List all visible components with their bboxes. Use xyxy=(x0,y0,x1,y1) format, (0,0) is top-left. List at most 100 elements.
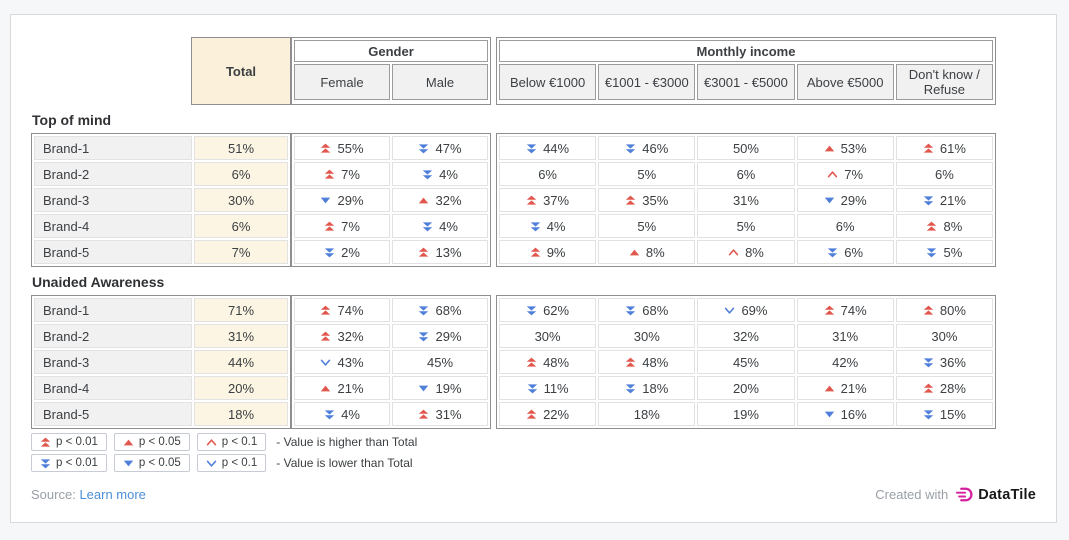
value-cell: 8% xyxy=(598,240,696,264)
legend-item-up2: p < 0.01 xyxy=(31,433,107,451)
value-cell: 46% xyxy=(598,136,696,160)
cell-value: 7% xyxy=(844,166,864,182)
value-cell: 18% xyxy=(598,402,696,426)
cell-content: 21% xyxy=(295,377,389,399)
value-cell: 50% xyxy=(697,136,795,160)
sig-down2-icon xyxy=(40,458,51,468)
value-cell: 21% xyxy=(796,376,894,400)
cell-value: 6% xyxy=(934,166,954,182)
row-label: Brand-2 xyxy=(34,324,192,348)
value-cell: 15% xyxy=(895,402,993,426)
cell-content: 18% xyxy=(599,377,694,399)
gender-values-block: 74% 68% 32% 29% 43% 45% 21% 19% 4% 31% xyxy=(291,295,491,429)
sig-up1-icon xyxy=(824,145,834,151)
cell-value: 21% xyxy=(337,380,364,396)
sig-down2-icon xyxy=(527,383,537,393)
cell-content: 80% xyxy=(897,299,992,321)
cell-content: 5% xyxy=(897,241,992,263)
table-row: 37% 35% 31% 29% 21% xyxy=(499,188,993,212)
value-cell: 9% xyxy=(499,240,597,264)
cell-value: 6% xyxy=(231,218,251,234)
column-header: Female xyxy=(294,64,390,100)
value-cell: 53% xyxy=(796,136,894,160)
legend-item-label: p < 0.05 xyxy=(138,436,181,448)
cell-value: 9% xyxy=(546,244,566,260)
cell-value: 74% xyxy=(337,302,364,318)
table-row: 11% 18% 20% 21% 28% xyxy=(499,376,993,400)
cell-content: 20% xyxy=(698,377,793,399)
cell-content: 4% xyxy=(295,403,389,425)
cell-value: 47% xyxy=(435,140,462,156)
cell-value: 18% xyxy=(633,406,660,422)
table-row: 7% 4% xyxy=(294,162,488,186)
row-label: Brand-1 xyxy=(34,298,192,322)
value-cell: 48% xyxy=(598,350,696,374)
value-cell: 19% xyxy=(697,402,795,426)
income-values-table: 44% 46% 50% 53% 61% 6% 5% 6% 7% 6% 37% 35% 31% 29% 21%… xyxy=(497,134,995,266)
cell-value: 4% xyxy=(546,218,566,234)
cell-value: 21% xyxy=(939,192,966,208)
cell-content: 50% xyxy=(698,137,793,159)
cell-value: 30% xyxy=(227,192,255,208)
table-row: 4% 31% xyxy=(294,402,488,426)
sig-down2-icon xyxy=(422,221,433,231)
cell-content: 6% xyxy=(698,163,793,185)
cell-value: 8% xyxy=(943,218,963,234)
table-row: Brand-5 7% xyxy=(34,240,288,264)
value-cell: 48% xyxy=(499,350,597,374)
total-value-cell: 44% xyxy=(194,350,288,374)
total-value-cell: 6% xyxy=(194,162,288,186)
table-row: Brand-4 6% xyxy=(34,214,288,238)
cell-value: 32% xyxy=(337,328,364,344)
report-card: Total Gender Female Male Monthly income Below… xyxy=(10,14,1057,523)
row-label: Brand-1 xyxy=(34,136,192,160)
sig-down2-icon xyxy=(530,221,540,231)
created-with-label: Created with xyxy=(875,487,949,502)
value-cell: 30% xyxy=(598,324,696,348)
cell-value: 15% xyxy=(939,406,966,422)
cell-content: 29% xyxy=(798,189,893,211)
cell-content: 21% xyxy=(897,189,992,211)
section-tables: Brand-1 71% Brand-2 31% Brand-3 44% Brand-4 20%… xyxy=(31,295,1036,429)
table-row: 7% 4% xyxy=(294,214,488,238)
income-values-table: 62% 68% 69% 74% 80% 30% 30% 32% 31% 30% 48% 48% 45% 4… xyxy=(497,296,995,428)
cell-value: 35% xyxy=(642,192,669,208)
sig-down1-icon xyxy=(321,197,331,203)
cell-value: 4% xyxy=(439,166,458,182)
cell-value: 6% xyxy=(844,244,864,260)
sig-up2-icon xyxy=(419,247,429,257)
row-label: Brand-5 xyxy=(34,402,192,426)
sig-up1-icon xyxy=(629,249,640,255)
cell-value: 16% xyxy=(840,406,867,422)
sig-up2-icon xyxy=(526,195,537,205)
table-row: 55% 47% xyxy=(294,136,488,160)
value-cell: 5% xyxy=(895,240,993,264)
learn-more-link[interactable]: Learn more xyxy=(79,487,146,502)
total-value-cell: 30% xyxy=(194,188,288,212)
cell-value: 31% xyxy=(732,192,759,208)
column-group-monthly-income: Monthly income Below €1000 €1001 - €3000 €3… xyxy=(496,37,996,105)
value-cell: 35% xyxy=(598,188,696,212)
header-table: Monthly income Below €1000 €1001 - €3000 €3… xyxy=(497,38,995,102)
total-value-cell: 31% xyxy=(194,324,288,348)
datatile-logo[interactable]: DataTile xyxy=(955,485,1036,504)
value-cell: 18% xyxy=(598,376,696,400)
value-cell: 20% xyxy=(697,376,795,400)
cell-value: 32% xyxy=(732,328,759,344)
value-cell: 31% xyxy=(697,188,795,212)
legend-item-down0: p < 0.1 xyxy=(196,454,267,472)
cell-value: 4% xyxy=(439,218,458,234)
value-cell: 29% xyxy=(392,324,488,348)
table-row: 44% 46% 50% 53% 61% xyxy=(499,136,993,160)
cell-content: 31% xyxy=(393,403,487,425)
cell-content: 6% xyxy=(195,163,287,185)
legend-item-up1: p < 0.05 xyxy=(113,433,190,451)
cell-value: 11% xyxy=(543,380,569,396)
group-header-row: Monthly income xyxy=(499,40,993,62)
gender-values-table: 55% 47% 7% 4% 29% 32% 7% 4% 2% 13% xyxy=(292,134,490,266)
crosstab-table: Total Gender Female Male Monthly income Below… xyxy=(31,37,1036,429)
section-tables: Brand-1 51% Brand-2 6% Brand-3 30% Brand-4 6% Br… xyxy=(31,133,1036,267)
cell-content: 6% xyxy=(500,163,595,185)
total-value-cell: 18% xyxy=(194,402,288,426)
